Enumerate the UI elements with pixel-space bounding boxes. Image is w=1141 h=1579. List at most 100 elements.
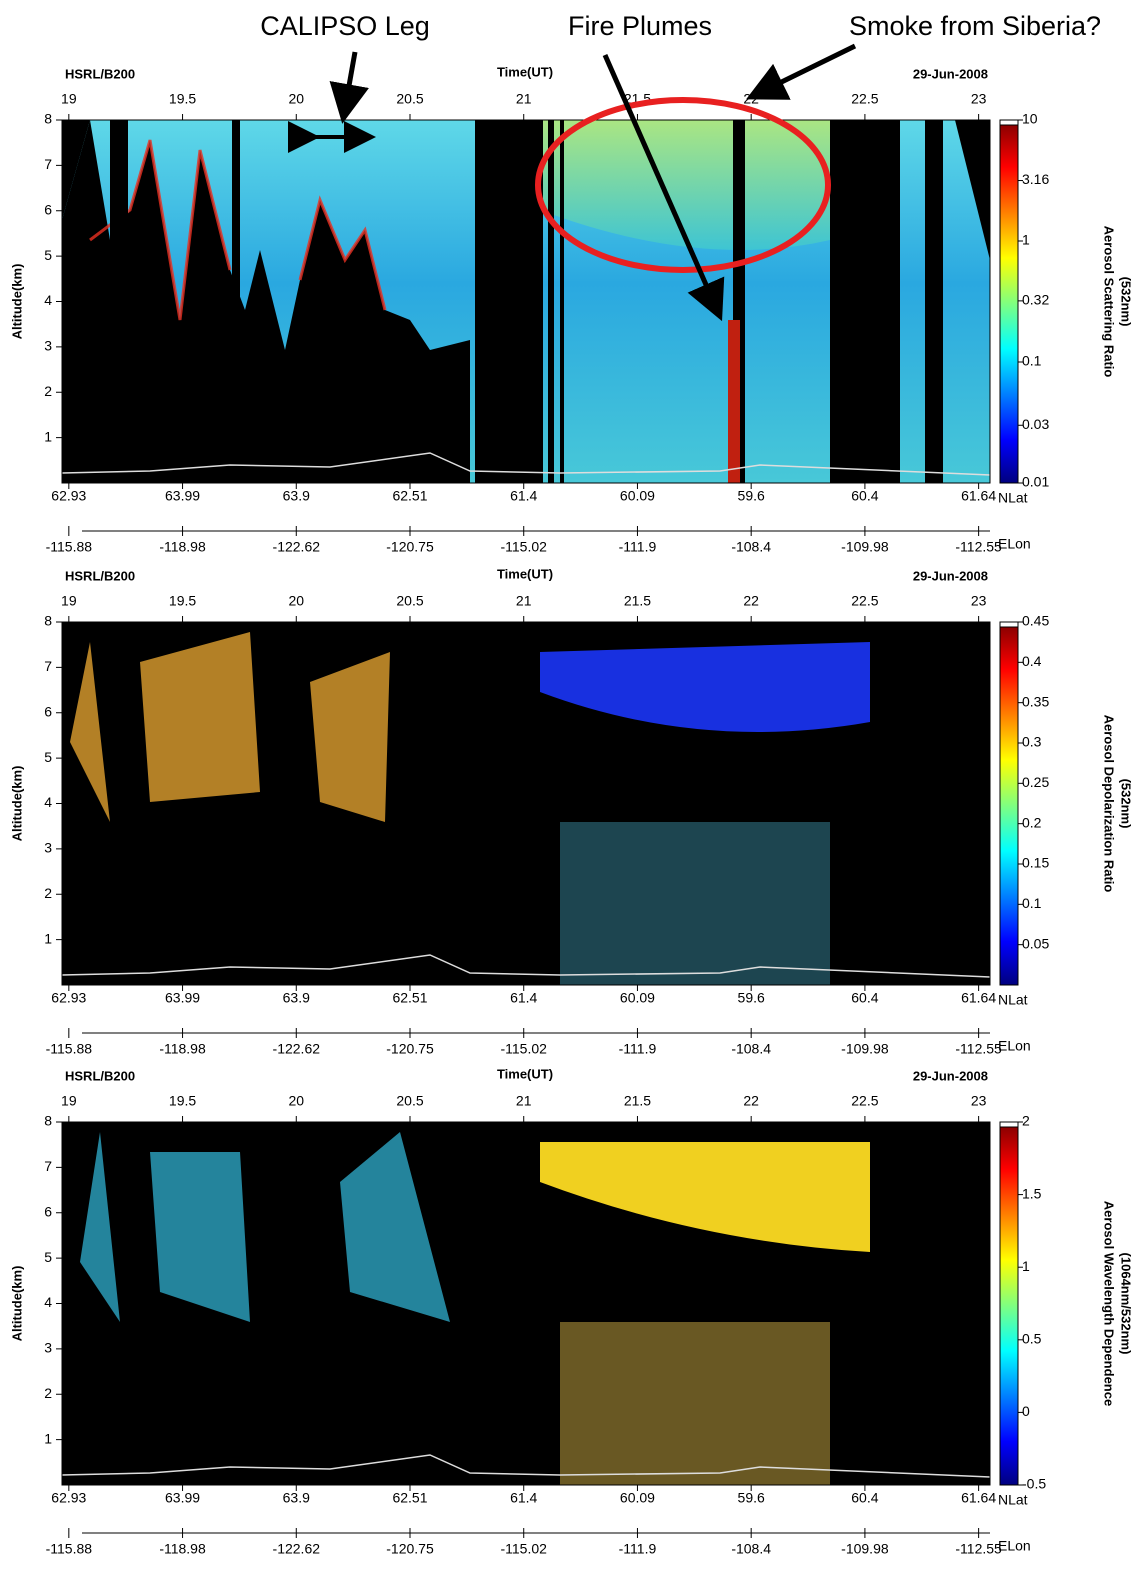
elon-label: -108.4 [731, 1541, 771, 1557]
nlat-label: 63.99 [165, 488, 200, 504]
y-tick-label: 3 [44, 840, 52, 856]
x-tick-label: 20.5 [396, 1093, 423, 1109]
colorbar-tick-label: 0.2 [1022, 814, 1042, 830]
x-tick-label: 20 [288, 1093, 304, 1109]
annotation: Smoke from Siberia? [849, 11, 1101, 41]
nlat-label: 60.4 [851, 1490, 878, 1506]
y-tick-label: 5 [44, 247, 52, 263]
x-axis-label: Time(UT) [497, 566, 553, 581]
y-tick-label: 6 [44, 703, 52, 719]
elon-label: -108.4 [731, 539, 771, 555]
ground-line [61, 1454, 991, 1478]
colorbar-label: (532nm) [1119, 779, 1134, 829]
elon-label: -118.98 [159, 539, 206, 555]
x-tick-label: 22 [743, 1093, 759, 1109]
elon-name: ELon [998, 1538, 1031, 1554]
x-tick-label: 23 [971, 1093, 987, 1109]
colorbar-label: Aerosol Scattering Ratio [1102, 226, 1117, 378]
colorbar-tick-label: 0.45 [1022, 613, 1049, 629]
nlat-label: 61.64 [961, 488, 996, 504]
nlat-label: 63.9 [283, 488, 310, 504]
x-tick-label: 20.5 [396, 593, 423, 609]
elon-label: -115.02 [500, 1541, 547, 1557]
colorbar-tick-label: 0.3 [1022, 734, 1042, 750]
annotation: Fire Plumes [568, 11, 712, 41]
colorbar-label: (532nm) [1119, 277, 1134, 327]
colorbar-tick-label: 2 [1022, 1113, 1030, 1129]
x-tick-label: 21.5 [624, 593, 651, 609]
colorbar-tick-label: 3.16 [1022, 171, 1049, 187]
annotation: CALIPSO Leg [260, 11, 430, 41]
y-tick-label: 7 [44, 156, 52, 172]
y-axis-label: Altitude(km) [9, 766, 24, 842]
source-label: HSRL/B200 [65, 66, 135, 81]
elon-label: -120.75 [386, 539, 434, 555]
colorbar-label: (1064nm/532nm) [1119, 1253, 1134, 1355]
smoke-layer [540, 120, 830, 250]
y-tick-label: 2 [44, 1385, 52, 1401]
plume [728, 320, 740, 483]
colorbar-tick-label: 0 [1022, 1403, 1030, 1419]
date-label: 29-Jun-2008 [913, 66, 988, 81]
colorbar-label: Aerosol Wavelength Dependence [1102, 1201, 1117, 1406]
y-tick-label: 6 [44, 201, 52, 217]
data-gap [830, 120, 900, 483]
data-gap [548, 120, 554, 483]
x-tick-label: 21 [516, 593, 532, 609]
y-tick-label: 8 [44, 613, 52, 629]
panel: HSRL/B200 Time(UT) 29-Jun-2008 Altitude(km)… [9, 1066, 1133, 1556]
y-tick-label: 4 [44, 1294, 52, 1310]
colorbar-tick-label: 0.5 [1022, 1331, 1042, 1347]
x-tick-label: 19.5 [169, 1093, 196, 1109]
colorbar-tick-label: 0.4 [1022, 653, 1042, 669]
smoke-layer [540, 1142, 870, 1252]
x-tick-label: 19.5 [169, 593, 196, 609]
colorbar-cap [999, 119, 1019, 126]
y-tick-label: 8 [44, 111, 52, 127]
y-tick-label: 3 [44, 338, 52, 354]
nlat-name: NLat [998, 1492, 1028, 1508]
elon-label: -115.02 [500, 1041, 547, 1057]
speckle [560, 822, 830, 985]
colorbar [999, 1121, 1019, 1486]
elon-label: -109.98 [841, 1541, 889, 1557]
nlat-label: 59.6 [738, 488, 765, 504]
elon-label: -115.88 [46, 1041, 93, 1057]
y-tick-label: 2 [44, 885, 52, 901]
colorbar-tick-label: 10 [1022, 111, 1038, 127]
data-gap [232, 120, 240, 483]
elon-label: -118.98 [159, 1041, 206, 1057]
y-tick-label: 5 [44, 1249, 52, 1265]
nlat-label: 62.93 [51, 1490, 86, 1506]
annotations: CALIPSO Leg Fire Plumes Smoke from Siber… [260, 11, 1101, 41]
nlat-label: 60.09 [620, 1490, 655, 1506]
elon-label: -115.88 [46, 539, 93, 555]
panel: HSRL/B200 Time(UT) 29-Jun-2008 Altitude(km)… [9, 566, 1133, 1056]
nlat-label: 61.64 [961, 990, 996, 1006]
y-tick-label: 8 [44, 1113, 52, 1129]
nlat-label: 59.6 [738, 990, 765, 1006]
y-tick-label: 2 [44, 383, 52, 399]
nlat-label: 60.4 [851, 990, 878, 1006]
colorbar-tick-label: 0.03 [1022, 416, 1049, 432]
colorbar-tick-label: 0.25 [1022, 774, 1049, 790]
nlat-label: 62.51 [392, 990, 427, 1006]
nlat-label: 61.4 [510, 990, 537, 1006]
elon-label: -120.75 [386, 1041, 434, 1057]
x-tick-label: 19 [61, 91, 77, 107]
colorbar-tick-label: 1 [1022, 232, 1030, 248]
arrow [329, 51, 369, 124]
colorbar-tick-label: 0.01 [1022, 474, 1049, 490]
data-gap [560, 120, 564, 483]
y-tick-label: 6 [44, 1203, 52, 1219]
colorbar-tick-label: 0.35 [1022, 693, 1049, 709]
arrow [746, 43, 857, 100]
data-gap [110, 120, 128, 483]
x-tick-label: 21 [516, 1093, 532, 1109]
x-tick-label: 19 [61, 1093, 77, 1109]
elon-label: -112.55 [955, 1541, 1002, 1557]
colorbar-tick-label: 0.05 [1022, 935, 1049, 951]
colorbar-label: Aerosol Depolarization Ratio [1102, 715, 1117, 893]
y-tick-label: 1 [44, 1430, 52, 1446]
nlat-label: 60.09 [620, 488, 655, 504]
